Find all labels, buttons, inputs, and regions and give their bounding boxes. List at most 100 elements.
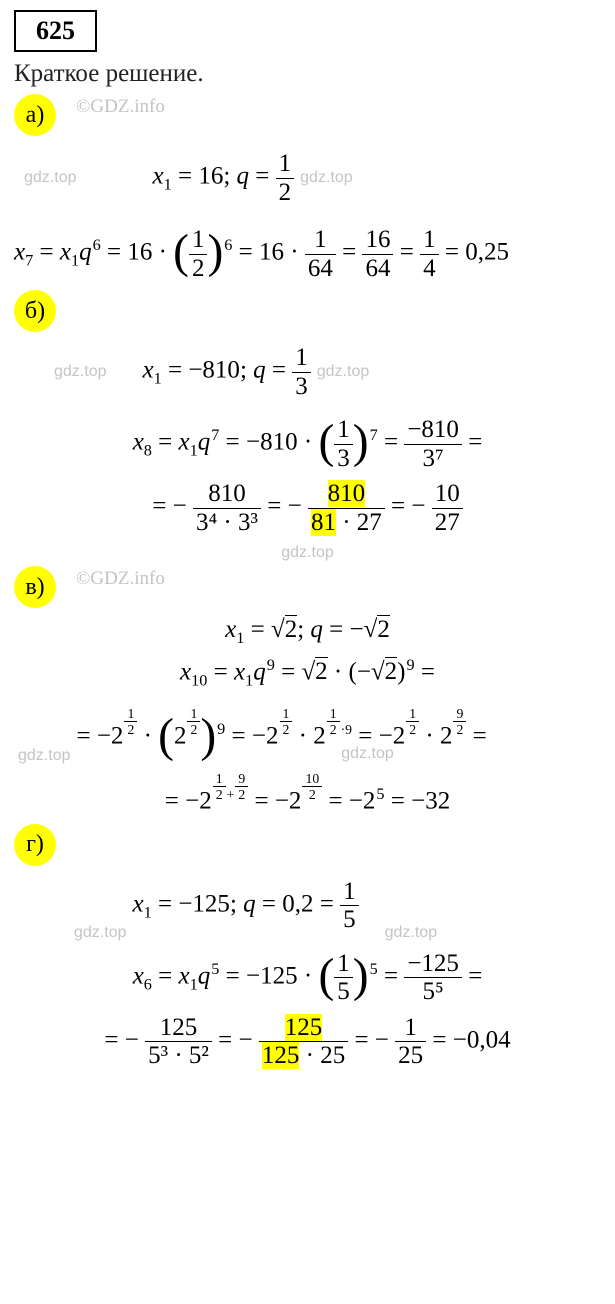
watermark-gdz-top-b2: gdz.top <box>317 363 369 381</box>
d-pf-num: 1 <box>334 950 353 979</box>
a-exp: 6 <box>93 236 101 255</box>
part-c-line3: = −212+92 = −2102 = −25 = −32 <box>14 771 601 815</box>
part-b-label: б) <box>14 290 56 332</box>
c-base-sub: 1 <box>236 629 244 647</box>
d-pf-exp: 5 <box>370 960 378 979</box>
d-q-dec: 0,2 <box>282 890 313 917</box>
d-l2f1-num: 125 <box>145 1014 212 1043</box>
b-pf-num: 1 <box>334 416 353 445</box>
a-q-den: 2 <box>276 179 295 207</box>
b-base-sub2: 1 <box>190 442 198 460</box>
watermark-gdz-top-d2: gdz.top <box>385 924 437 942</box>
c-hn4: 1 <box>330 706 337 721</box>
d-term-sub: 6 <box>144 975 152 993</box>
d-q-num: 1 <box>340 878 359 907</box>
c-exp: 9 <box>267 656 275 675</box>
a-result: 0,25 <box>465 239 509 266</box>
b-l2f3-den: 27 <box>432 509 463 537</box>
d-result: −0,04 <box>453 1026 511 1053</box>
part-d-line2: = − 1255³ · 5² = − 125125 · 25 = − 125 =… <box>14 1014 601 1070</box>
c-10hd: 2 <box>302 787 322 802</box>
a-f2-den: 64 <box>362 255 393 283</box>
b-l2f1-denb: 3³ <box>238 509 258 536</box>
subtitle: Краткое решение. <box>14 60 601 88</box>
watermark-gdz-top-b3: gdz.top <box>281 544 333 561</box>
c-9hd: 2 <box>453 722 466 737</box>
c-10hn: 10 <box>302 771 322 787</box>
d-q-den: 5 <box>340 906 359 934</box>
c-9hn2: 9 <box>235 771 248 787</box>
c-hn3: 1 <box>280 706 293 722</box>
a-term-sub: 7 <box>25 252 33 270</box>
b-q-den: 3 <box>292 373 311 401</box>
d-r1-num: −125 <box>404 950 462 979</box>
c-hd5: 2 <box>406 722 419 737</box>
d-base-sub: 1 <box>144 903 152 921</box>
part-b: б) gdz.top x1 = −810; q = 13 gdz.top x8 … <box>14 290 601 562</box>
c-base-sub2: 1 <box>245 671 253 689</box>
watermark-gdz-top: gdz.top <box>24 169 76 187</box>
a-pf-exp: 6 <box>224 236 232 255</box>
d-l2f3-den: 25 <box>395 1042 426 1070</box>
c-exp2: 9 <box>406 656 414 675</box>
b-l2f2-denb: 27 <box>357 509 382 536</box>
c-result: −32 <box>411 788 450 815</box>
d-r1-den: 5⁵ <box>404 978 462 1006</box>
c-exp3: 9 <box>217 720 225 739</box>
b-q-num: 1 <box>292 344 311 373</box>
c-9hn: 9 <box>453 706 466 722</box>
d-x1: −125 <box>178 890 230 917</box>
part-c-line1: x10 = x1q9 = √2 · (−√2)9 = <box>14 656 601 690</box>
b-pf-exp: 7 <box>370 426 378 445</box>
d-l2f1-denb: 5² <box>189 1042 209 1069</box>
d-mult: −125 <box>246 962 298 989</box>
a-base-sub: 1 <box>71 252 79 270</box>
a-f1-den: 64 <box>305 255 336 283</box>
c-hd2: 2 <box>187 722 200 737</box>
d-base-sub2: 1 <box>190 975 198 993</box>
part-d-label: г) <box>14 824 56 866</box>
problem-number: 625 <box>36 16 75 45</box>
watermark-gdz-top-c1: gdz.top <box>18 747 70 765</box>
watermark-gdz-info-c: ©GDZ.info <box>76 568 165 590</box>
part-d-line1: x6 = x1q5 = −125 · (15)5 = −1255⁵ = <box>14 950 601 1006</box>
a-mult: 16 <box>127 239 152 266</box>
part-d-given: x1 = −125; q = 0,2 = 15 <box>132 878 358 934</box>
part-a: а) ©GDZ.info gdz.top x1 = 16; q = 12 gdz… <box>14 94 601 282</box>
a-f1-num: 1 <box>305 226 336 255</box>
problem-number-box: 625 <box>14 10 97 52</box>
c-hd3: 2 <box>280 722 293 737</box>
b-l2f2-dena-hl: 81 <box>311 509 336 536</box>
c-term-sub: 10 <box>191 671 207 689</box>
a-f3-den: 4 <box>420 255 439 283</box>
c-sqrt2-a: 2 <box>285 615 298 643</box>
b-base-sub: 1 <box>154 370 162 388</box>
b-mult: −810 <box>246 429 298 456</box>
part-d: г) gdz.top x1 = −125; q = 0,2 = 15 gdz.t… <box>14 824 601 1070</box>
watermark-gdz-top-c2: gdz.top <box>341 745 393 762</box>
d-pf-den: 5 <box>334 978 353 1006</box>
c-9hd2: 2 <box>235 787 248 802</box>
part-a-calc: x7 = x1q6 = 16 · (12)6 = 16 · 164 = 1664… <box>14 226 601 282</box>
c-five: 5 <box>376 785 384 804</box>
c-hn5: 1 <box>406 706 419 722</box>
c-hn6: 1 <box>216 771 223 786</box>
a-f3-num: 1 <box>420 226 439 255</box>
b-term-sub: 8 <box>144 442 152 460</box>
watermark-gdz-top-d1: gdz.top <box>74 924 126 942</box>
c-sqrt2-d: 2 <box>385 657 398 685</box>
b-l2f2-num-hl: 810 <box>328 480 366 507</box>
b-exp: 7 <box>211 426 219 445</box>
part-c: в) ©GDZ.info x1 = √2; q = −√2 x10 = x1q9… <box>14 566 601 816</box>
b-r1-den: 3⁷ <box>404 445 462 473</box>
c-sqrt2-b: 2 <box>377 615 390 643</box>
c-hd1: 2 <box>124 722 137 737</box>
c-hn2: 1 <box>187 706 200 722</box>
d-l2f2-dena-hl: 125 <box>262 1042 300 1069</box>
d-l2f2-denb: 25 <box>320 1042 345 1069</box>
b-pf-den: 3 <box>334 445 353 473</box>
part-a-label: а) <box>14 94 56 136</box>
part-b-line1: x8 = x1q7 = −810 · (13)7 = −8103⁷ = <box>14 416 601 472</box>
b-r1-num: −810 <box>404 416 462 445</box>
d-l2f2-num-hl: 125 <box>285 1014 323 1041</box>
